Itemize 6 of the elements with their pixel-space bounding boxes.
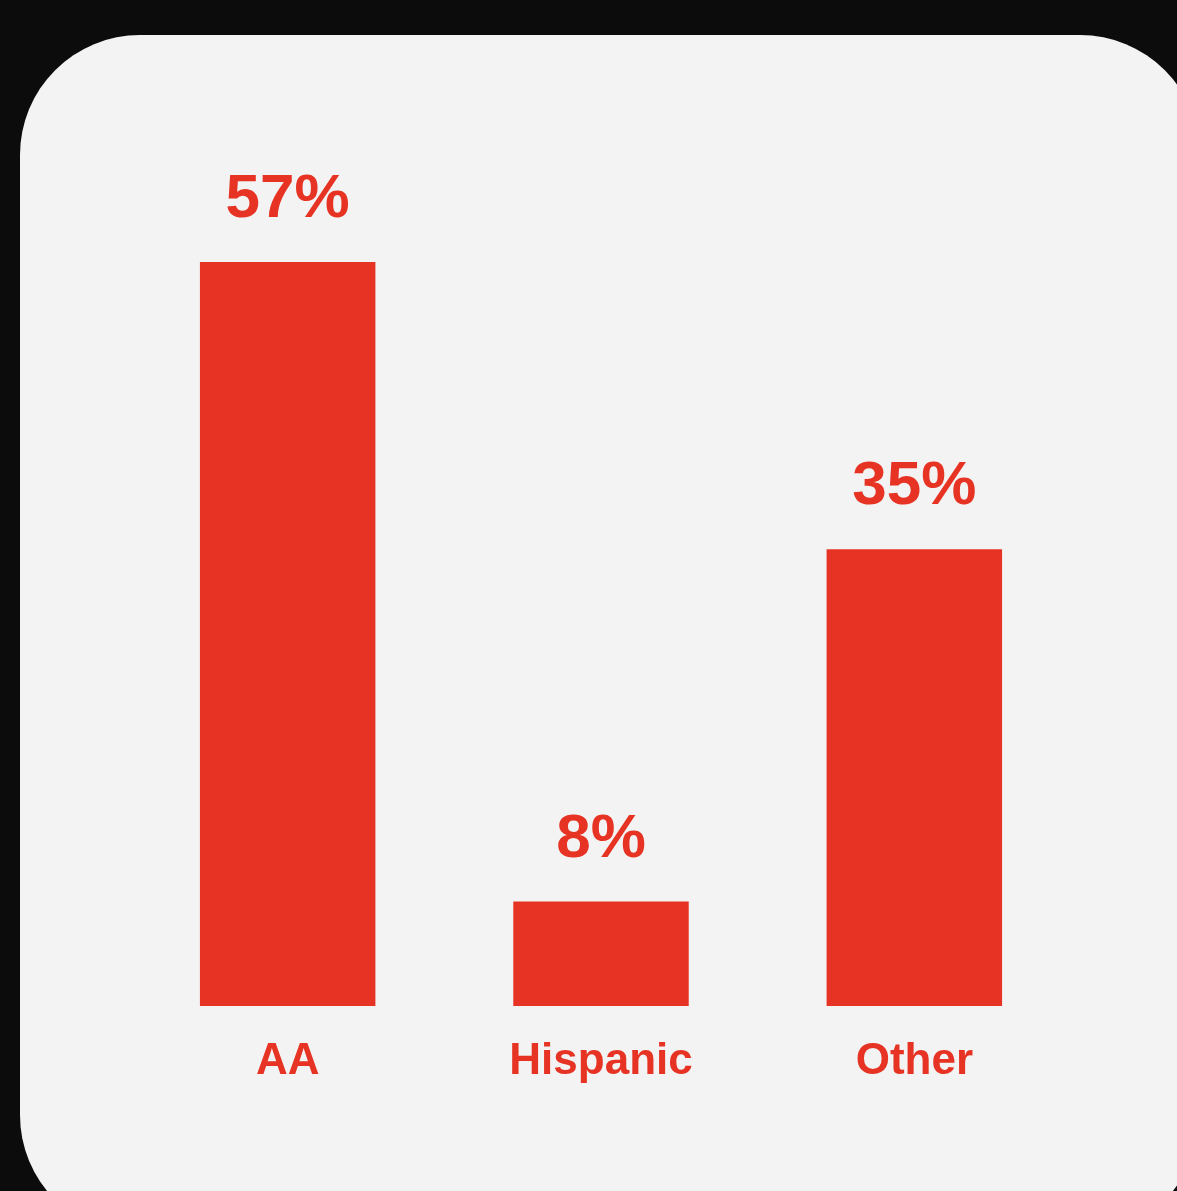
data-label: 57% <box>225 161 350 230</box>
data-label: 35% <box>852 448 977 518</box>
x-tick-label: Hispanic <box>509 1033 693 1083</box>
data-label: 8% <box>556 800 646 870</box>
x-tick-label: Other <box>855 1033 974 1083</box>
x-tick-label: AA <box>255 1033 320 1083</box>
